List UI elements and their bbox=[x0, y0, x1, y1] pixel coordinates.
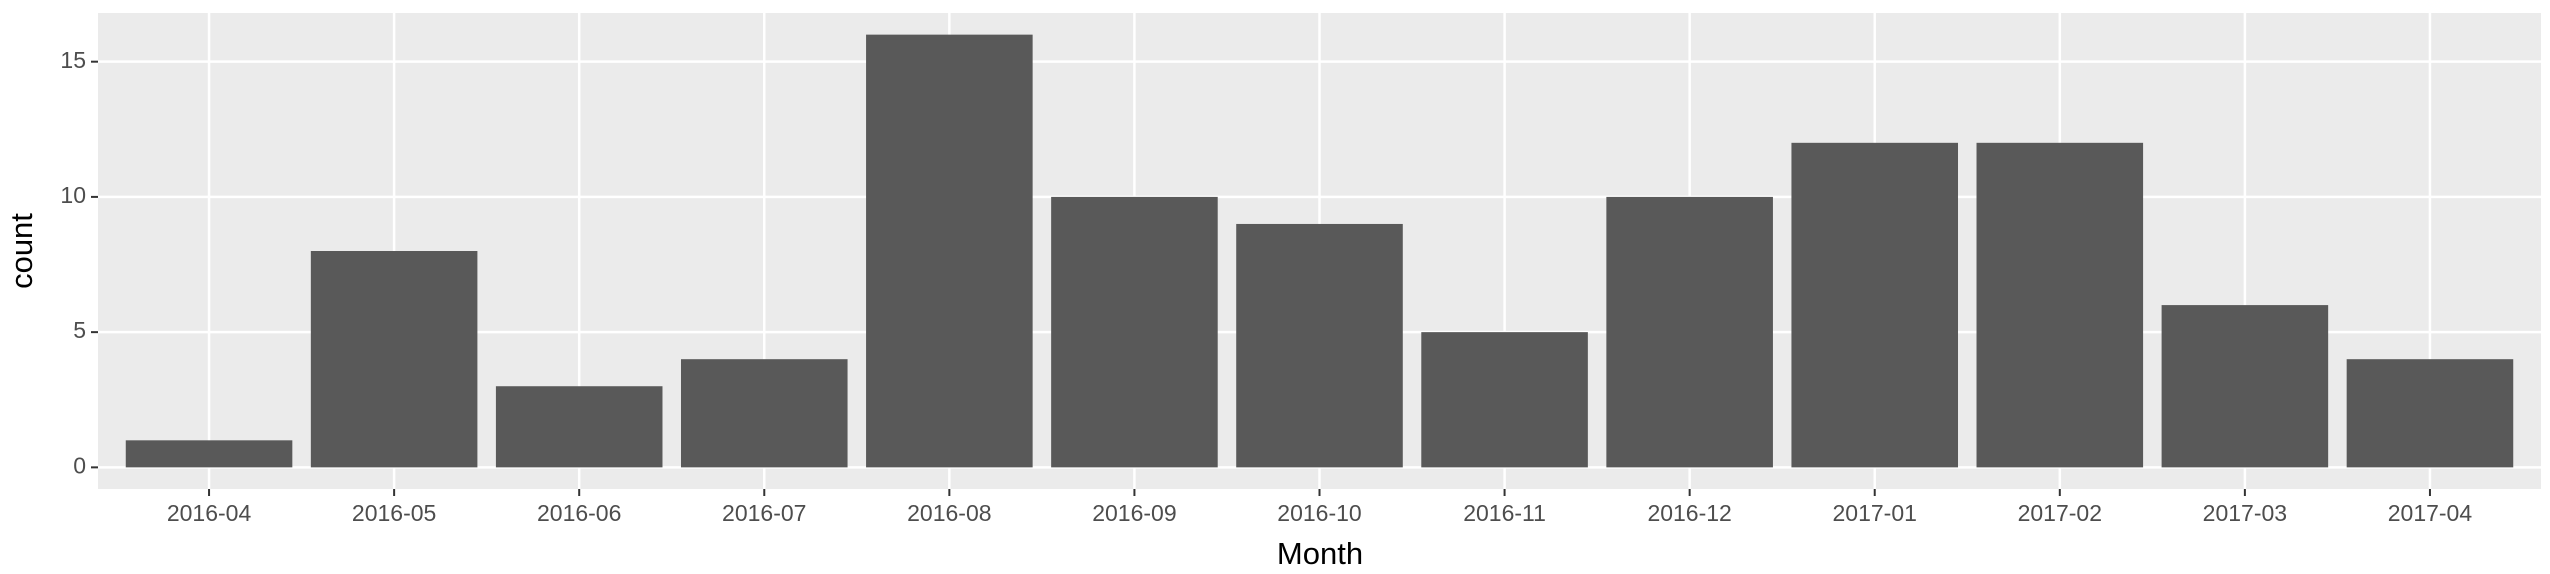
x-tick-label: 2016-11 bbox=[1463, 500, 1546, 526]
bar bbox=[1791, 142, 1959, 468]
x-tick-label: 2016-12 bbox=[1647, 500, 1731, 526]
x-tick-label: 2016-06 bbox=[537, 500, 621, 526]
x-tick-label: 2016-05 bbox=[352, 500, 436, 526]
y-axis-title: count bbox=[4, 213, 39, 289]
x-tick-label: 2016-09 bbox=[1092, 500, 1176, 526]
x-tick-label: 2017-03 bbox=[2203, 500, 2287, 526]
y-tick-label: 10 bbox=[60, 182, 86, 208]
x-axis-title: Month bbox=[1277, 536, 1363, 571]
bar bbox=[1976, 142, 2144, 468]
bar bbox=[680, 359, 848, 468]
bar bbox=[310, 251, 478, 468]
bar bbox=[866, 34, 1033, 468]
x-tick-label: 2017-02 bbox=[2018, 500, 2102, 526]
x-tick-label: 2016-07 bbox=[722, 500, 806, 526]
x-tick-label: 2017-04 bbox=[2388, 500, 2473, 526]
y-tick-label: 15 bbox=[60, 47, 86, 73]
x-tick-label: 2017-01 bbox=[1833, 500, 1917, 526]
bar bbox=[1606, 196, 1773, 468]
x-tick-label: 2016-04 bbox=[167, 500, 252, 526]
bar bbox=[2346, 359, 2514, 468]
bar bbox=[1051, 196, 1218, 468]
x-tick-label: 2016-08 bbox=[907, 500, 991, 526]
y-tick-label: 5 bbox=[73, 317, 86, 343]
bar bbox=[125, 440, 293, 468]
y-tick-label: 0 bbox=[73, 452, 86, 478]
bar bbox=[1236, 223, 1403, 468]
bar bbox=[2161, 305, 2329, 468]
bar bbox=[1421, 332, 1588, 468]
x-tick-label: 2016-10 bbox=[1277, 500, 1361, 526]
bar bbox=[495, 386, 663, 468]
